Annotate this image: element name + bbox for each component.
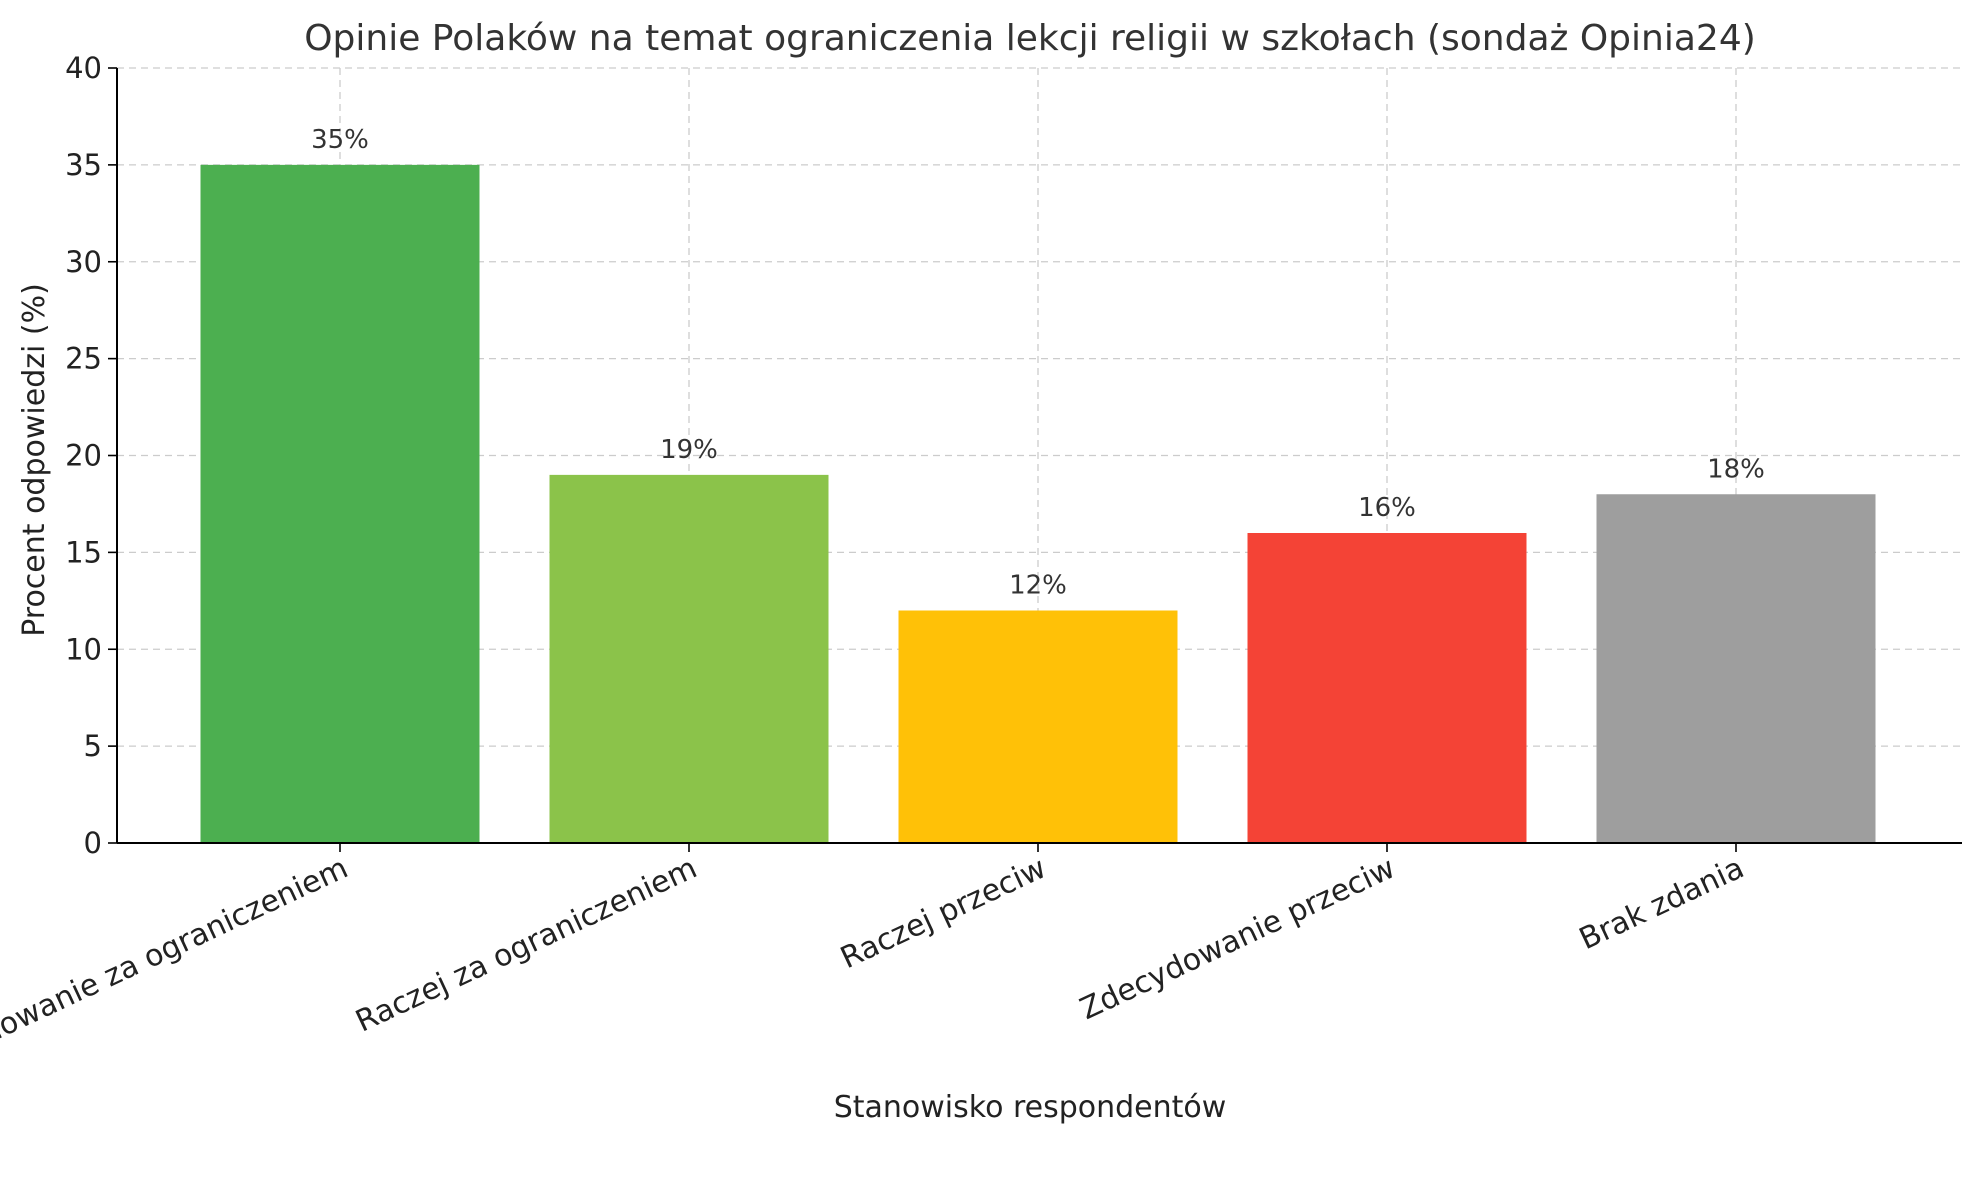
data-label-0: 35% xyxy=(311,125,369,155)
y-tick-label-25: 25 xyxy=(65,342,102,376)
data-label-3: 16% xyxy=(1358,493,1416,523)
x-tick-label-2: Raczej przeciw xyxy=(835,851,1051,977)
x-tick-label-3: Zdecydowanie przeciw xyxy=(1075,851,1401,1028)
y-tick-label-5: 5 xyxy=(84,729,102,763)
bar-3 xyxy=(1247,533,1527,843)
x-tick-label-1: Raczej za ograniczeniem xyxy=(350,851,702,1040)
y-tick-label-0: 0 xyxy=(84,826,102,860)
x-tick-label-0: Zdecydowanie za ograniczeniem xyxy=(0,851,353,1091)
y-tick-label-20: 20 xyxy=(65,439,102,473)
y-tick-label-30: 30 xyxy=(65,245,102,279)
bars-layer xyxy=(200,164,1876,843)
x-axis-label: Stanowisko respondentów xyxy=(834,1090,1227,1125)
bar-0 xyxy=(200,164,480,843)
bar-4 xyxy=(1596,494,1876,843)
y-tick-label-10: 10 xyxy=(65,632,102,666)
chart-title: Opinie Polaków na temat ograniczenia lek… xyxy=(304,18,1756,59)
x-tick-label-4: Brak zdania xyxy=(1574,851,1749,958)
axes-layer xyxy=(108,67,1962,852)
y-tick-label-40: 40 xyxy=(65,51,102,85)
y-tick-label-15: 15 xyxy=(65,535,102,569)
bar-2 xyxy=(898,610,1178,843)
data-label-1: 19% xyxy=(660,435,718,465)
data-label-2: 12% xyxy=(1009,571,1067,601)
y-axis-label: Procent odpowiedzi (%) xyxy=(17,283,52,637)
y-tick-label-35: 35 xyxy=(65,148,102,182)
data-label-4: 18% xyxy=(1707,454,1765,484)
bar-1 xyxy=(549,474,829,843)
